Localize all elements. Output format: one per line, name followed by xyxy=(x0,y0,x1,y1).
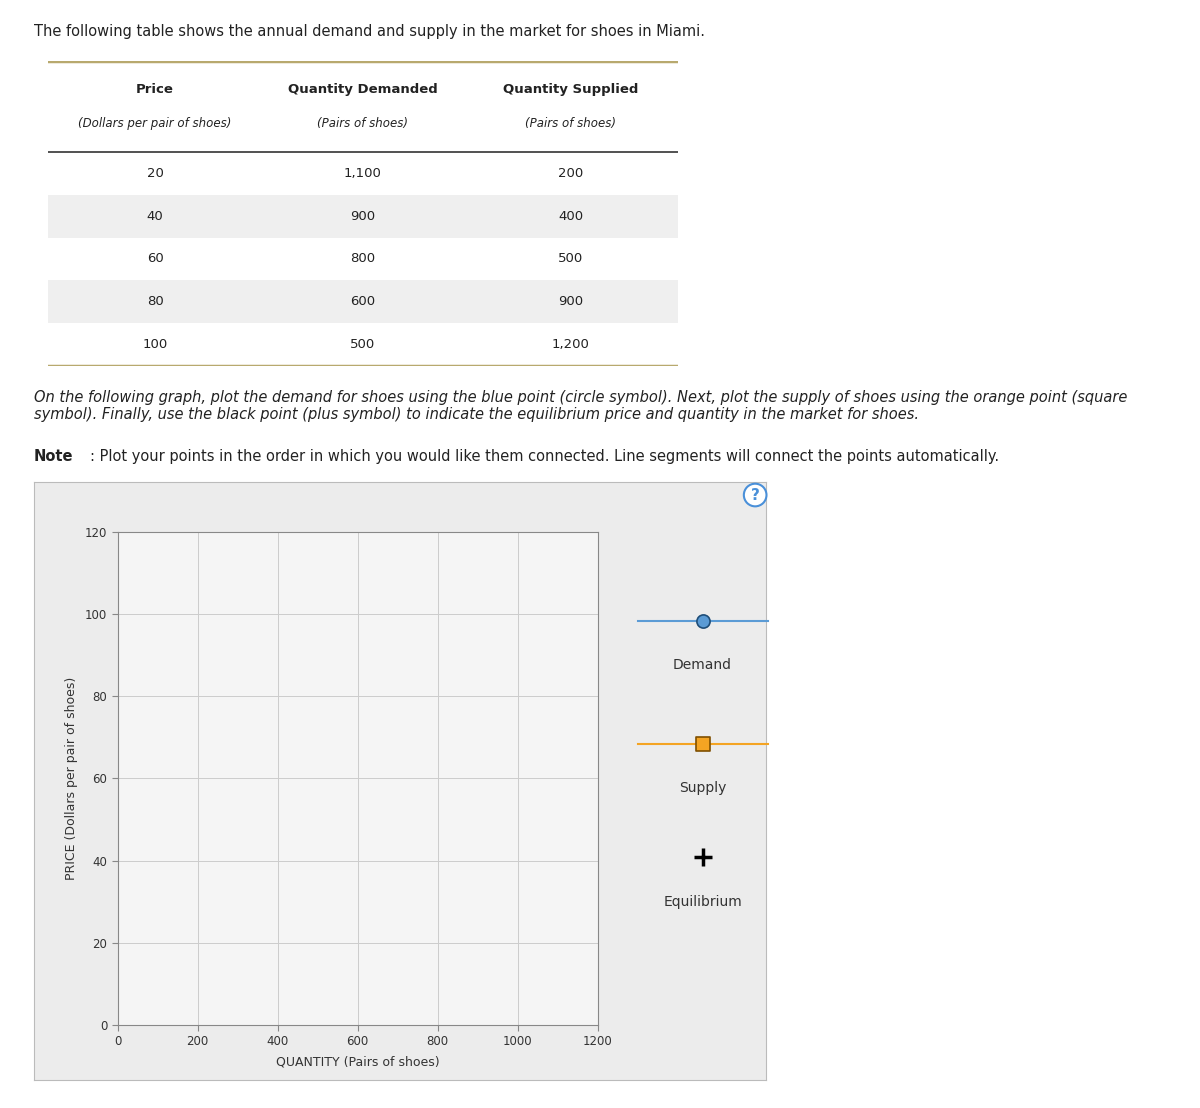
Y-axis label: PRICE (Dollars per pair of shoes): PRICE (Dollars per pair of shoes) xyxy=(65,677,78,880)
Text: 900: 900 xyxy=(558,295,583,308)
Text: 60: 60 xyxy=(146,253,163,266)
Bar xyxy=(48,195,678,238)
Text: Equilibrium: Equilibrium xyxy=(664,894,742,909)
Text: ?: ? xyxy=(751,488,760,503)
Text: : Plot your points in the order in which you would like them connected. Line seg: : Plot your points in the order in which… xyxy=(90,449,1000,464)
Text: 500: 500 xyxy=(558,253,583,266)
Text: Price: Price xyxy=(136,83,174,96)
Text: 800: 800 xyxy=(350,253,376,266)
Text: 100: 100 xyxy=(143,338,168,351)
Text: 1,100: 1,100 xyxy=(344,167,382,181)
Text: 900: 900 xyxy=(350,209,376,223)
Point xyxy=(694,612,713,629)
Point xyxy=(694,849,713,866)
Text: Demand: Demand xyxy=(673,658,732,671)
Text: Note: Note xyxy=(34,449,73,464)
Text: 600: 600 xyxy=(350,295,376,308)
Text: Quantity Supplied: Quantity Supplied xyxy=(503,83,638,96)
Text: (Pairs of shoes): (Pairs of shoes) xyxy=(526,117,617,130)
Text: 1,200: 1,200 xyxy=(552,338,590,351)
Text: The following table shows the annual demand and supply in the market for shoes i: The following table shows the annual dem… xyxy=(34,24,704,40)
Text: 200: 200 xyxy=(558,167,583,181)
Text: (Dollars per pair of shoes): (Dollars per pair of shoes) xyxy=(78,117,232,130)
Text: Quantity Demanded: Quantity Demanded xyxy=(288,83,438,96)
Text: 80: 80 xyxy=(146,295,163,308)
Text: On the following graph, plot the demand for shoes using the blue point (circle s: On the following graph, plot the demand … xyxy=(34,390,1127,422)
Text: Supply: Supply xyxy=(679,781,726,796)
Text: 40: 40 xyxy=(146,209,163,223)
Text: 20: 20 xyxy=(146,167,163,181)
Point xyxy=(694,735,713,752)
Bar xyxy=(48,280,678,324)
Text: (Pairs of shoes): (Pairs of shoes) xyxy=(318,117,408,130)
X-axis label: QUANTITY (Pairs of shoes): QUANTITY (Pairs of shoes) xyxy=(276,1055,439,1068)
Text: 400: 400 xyxy=(558,209,583,223)
Text: 500: 500 xyxy=(350,338,376,351)
